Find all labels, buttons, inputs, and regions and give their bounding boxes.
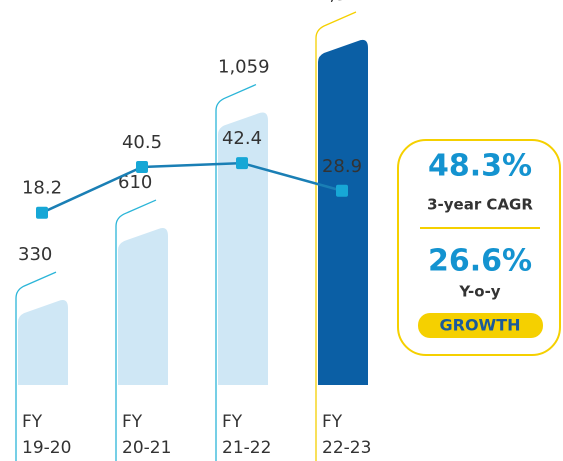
marker xyxy=(236,157,248,170)
value-label: 610 xyxy=(118,172,152,193)
line xyxy=(41,161,343,214)
value-label: 1,341 xyxy=(318,0,370,5)
line-value-label: 40.5 xyxy=(122,132,162,153)
x-tick-label: FY xyxy=(22,412,43,432)
x-tick-label: 20-21 xyxy=(122,438,171,458)
growth-badge xyxy=(418,313,543,338)
marker xyxy=(336,184,348,197)
cagr-label: 3-year CAGR xyxy=(427,196,533,214)
badge-label: GROWTH xyxy=(439,316,520,335)
bar xyxy=(118,227,168,385)
bar xyxy=(18,300,68,385)
marker xyxy=(36,206,48,219)
bar-outline xyxy=(15,271,57,461)
yoy-value: 26.6% xyxy=(428,244,532,279)
yoy-label: Y-o-y xyxy=(458,283,500,301)
bar xyxy=(318,39,368,385)
x-tick-label: 21-22 xyxy=(222,438,271,458)
x-tick-label: FY xyxy=(222,412,243,432)
x-tick-label: FY xyxy=(322,412,343,432)
bar-outline xyxy=(215,83,257,461)
bar xyxy=(218,112,268,385)
line-value-label: 42.4 xyxy=(222,128,262,149)
value-label: 1,059 xyxy=(218,57,270,78)
cagr-value: 48.3% xyxy=(428,149,532,184)
x-tick-label: 19-20 xyxy=(22,438,71,458)
line-value-label: 28.9 xyxy=(322,156,362,177)
line-value-label: 18.2 xyxy=(22,178,62,199)
bar-outline xyxy=(315,11,357,461)
callout-box xyxy=(397,139,561,356)
x-tick-label: 22-23 xyxy=(322,438,371,458)
marker xyxy=(136,160,148,173)
bar-outline xyxy=(115,199,157,461)
value-label: 330 xyxy=(18,244,52,265)
x-tick-label: FY xyxy=(122,412,143,432)
